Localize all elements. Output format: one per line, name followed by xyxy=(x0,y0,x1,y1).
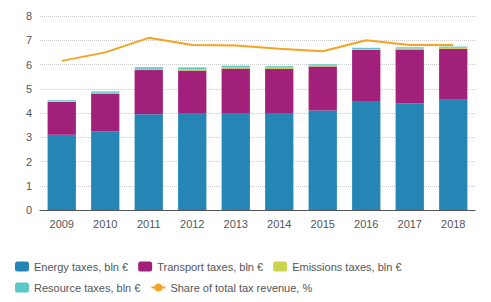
svg-text:5: 5 xyxy=(26,83,32,95)
svg-text:2009: 2009 xyxy=(50,218,74,230)
svg-text:2: 2 xyxy=(26,156,32,168)
svg-text:2016: 2016 xyxy=(354,218,378,230)
svg-text:2018: 2018 xyxy=(441,218,465,230)
svg-text:2012: 2012 xyxy=(180,218,204,230)
svg-text:2015: 2015 xyxy=(311,218,335,230)
svg-text:7: 7 xyxy=(26,34,32,46)
svg-text:8: 8 xyxy=(26,10,32,22)
svg-text:3: 3 xyxy=(26,131,32,143)
svg-text:Energy taxes, bln €: Energy taxes, bln € xyxy=(34,261,128,273)
svg-text:2010: 2010 xyxy=(93,218,117,230)
svg-text:Transport taxes, bln €: Transport taxes, bln € xyxy=(157,261,263,273)
svg-text:0: 0 xyxy=(26,204,32,216)
svg-text:6: 6 xyxy=(26,59,32,71)
svg-text:Resource taxes, bln €: Resource taxes, bln € xyxy=(34,282,140,294)
svg-text:4: 4 xyxy=(26,107,32,119)
svg-text:Emissions taxes, bln €: Emissions taxes, bln € xyxy=(292,261,401,273)
svg-text:2013: 2013 xyxy=(224,218,248,230)
svg-text:1: 1 xyxy=(26,180,32,192)
svg-text:2017: 2017 xyxy=(398,218,422,230)
svg-text:2011: 2011 xyxy=(137,218,161,230)
svg-text:Share of total tax revenue, %: Share of total tax revenue, % xyxy=(170,282,312,294)
svg-text:2014: 2014 xyxy=(267,218,291,230)
